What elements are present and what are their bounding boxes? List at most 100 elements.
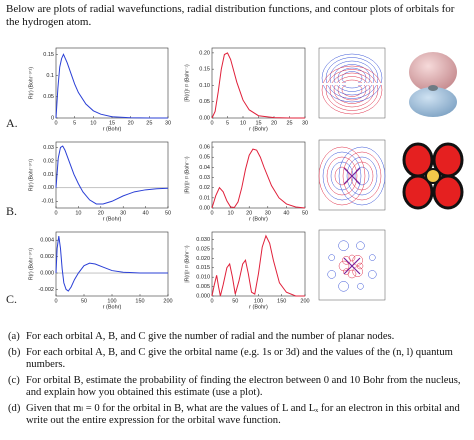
y-tick-label: 0.00 [199, 115, 210, 121]
y-tick-label: 0.020 [196, 256, 210, 262]
y-tick-label: 0.025 [196, 246, 210, 252]
contour [333, 64, 371, 92]
question: (a) For each orbital A, B, and C give the… [8, 331, 468, 344]
y-tick-label: 0.000 [40, 270, 54, 276]
contour-frame [318, 139, 386, 211]
x-tick-label: 40 [283, 210, 289, 216]
x-tick-label: 200 [163, 298, 172, 304]
plot-frame [55, 47, 169, 119]
y-tick-label: 0.030 [196, 237, 210, 243]
contour [338, 240, 349, 251]
y-tick-label: 0.010 [196, 275, 210, 281]
node-line [343, 257, 361, 275]
y-axis-label: R(r) (Bohr⁻³ᐟ²) [28, 159, 34, 191]
x-tick-label: 50 [165, 210, 171, 216]
y-tick-label: 0.10 [199, 83, 210, 89]
contour [356, 262, 364, 270]
y-tick-label: 0.1 [46, 73, 54, 79]
contour [334, 166, 350, 186]
contour [356, 241, 365, 250]
contour [348, 254, 356, 262]
data-line [55, 53, 168, 119]
x-tick-label: 50 [302, 210, 308, 216]
plot-frame [211, 231, 306, 297]
y-tick-label: -0.002 [38, 287, 54, 293]
y-tick-label: 0.05 [199, 155, 210, 161]
x-tick-label: 150 [277, 298, 286, 304]
x-axis-label: r (Bohr) [249, 126, 268, 132]
x-tick-label: 30 [165, 120, 171, 126]
plot-frame [211, 141, 306, 209]
row-label: C. [6, 292, 17, 306]
x-tick-label: 20 [98, 210, 104, 216]
contour [352, 255, 363, 266]
y-tick-label: 0.02 [43, 158, 54, 164]
orbital-lobe [402, 174, 434, 210]
data-line [211, 234, 305, 297]
y-tick-label: 0.01 [199, 195, 210, 201]
y-tick-label: -0.01 [41, 199, 54, 205]
plot-frame [211, 47, 306, 119]
y-tick-label: 0.15 [43, 52, 54, 58]
y-tick-label: 0.004 [40, 238, 54, 244]
y-tick-label: 0.00 [43, 185, 54, 191]
x-tick-label: 50 [232, 298, 238, 304]
contour [369, 254, 376, 261]
x-tick-label: 10 [90, 120, 96, 126]
intro: Below are plots of radial wavefunctions,… [6, 3, 455, 28]
contour [327, 270, 336, 279]
contour [329, 60, 375, 96]
y-axis-label: |R(r)|² r² (Bohr⁻¹) [184, 156, 190, 194]
x-tick-label: 15 [109, 120, 115, 126]
y-tick-label: 0.005 [196, 284, 210, 290]
row-label: B. [6, 204, 17, 218]
contour [342, 151, 382, 201]
contour-frame [318, 229, 386, 301]
orbital-core [428, 85, 438, 91]
y-tick-label: 0.002 [40, 254, 54, 260]
contour [338, 146, 386, 206]
x-tick-label: 40 [143, 210, 149, 216]
contour [328, 254, 335, 261]
questions: (a) For each orbital A, B, and C give the… [8, 331, 468, 431]
x-tick-label: 20 [128, 120, 134, 126]
x-tick-label: 5 [73, 120, 76, 126]
x-tick-label: 30 [120, 210, 126, 216]
x-axis-label: r (Bohr) [103, 126, 122, 132]
x-tick-label: 150 [135, 298, 144, 304]
contour [346, 156, 378, 196]
contour [347, 269, 357, 279]
x-tick-label: 0 [210, 210, 213, 216]
data-line [55, 145, 169, 205]
y-axis-label: |R(r)|² r² (Bohr⁻¹) [184, 245, 190, 283]
x-tick-label: 200 [300, 298, 309, 304]
contour [329, 72, 375, 108]
y-tick-label: 0.06 [199, 145, 210, 151]
question: (d) Given that mₗ = 0 for the orbital in … [8, 403, 468, 428]
y-tick-label: 0.04 [199, 165, 210, 171]
x-axis-label: r (Bohr) [103, 304, 122, 310]
question-label: (c) [8, 374, 20, 386]
node-line [343, 167, 361, 185]
x-tick-label: 0 [54, 120, 57, 126]
data-line [55, 236, 168, 292]
orbital-core [425, 168, 441, 184]
orbital-lobe [409, 52, 457, 92]
x-tick-label: 10 [75, 210, 81, 216]
x-tick-label: 100 [107, 298, 116, 304]
y-axis-label: [R(r)]² r² (Bohr⁻¹) [184, 64, 190, 102]
x-tick-label: 5 [226, 120, 229, 126]
x-tick-label: 10 [228, 210, 234, 216]
x-tick-label: 50 [81, 298, 87, 304]
question-text: For each orbital A, B, and C give the or… [26, 346, 453, 371]
contour [357, 283, 364, 290]
x-tick-label: 0 [210, 298, 213, 304]
contour [337, 79, 367, 101]
y-tick-label: 0.000 [196, 293, 210, 299]
question: (c) For orbital B, estimate the probabili… [8, 375, 468, 400]
x-tick-label: 20 [246, 210, 252, 216]
x-tick-label: 30 [302, 120, 308, 126]
y-tick-label: 0.20 [199, 50, 210, 56]
contour [326, 156, 358, 196]
